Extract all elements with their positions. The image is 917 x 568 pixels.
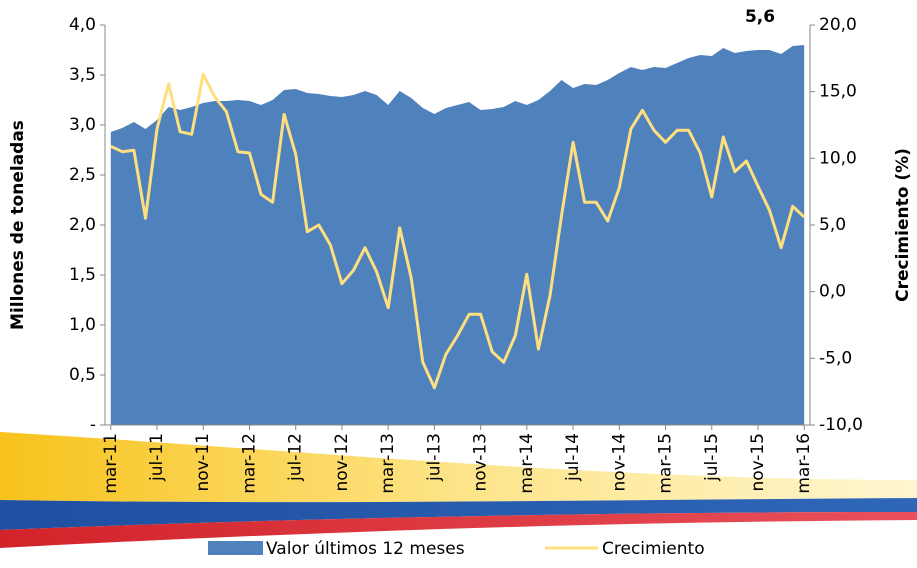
- plot-area: - 0,5 1,0 1,5 2,0 2,5 3,0 3,5 4,0 -10,0 -5,0 0,0 5,0…: [69, 15, 863, 494]
- x-tick-label: mar-14: [517, 433, 537, 494]
- y-tick-label: 1,5: [69, 265, 96, 285]
- x-tick-label: mar-15: [656, 433, 676, 494]
- y-tick-label: 4,0: [69, 15, 96, 35]
- y2-tick-label: -10,0: [819, 415, 863, 435]
- y2-tick-label: 10,0: [819, 148, 857, 168]
- y2-tick-label: 20,0: [819, 15, 857, 35]
- x-tick-label: mar-13: [378, 433, 398, 494]
- y2-axis-title: Crecimiento (%): [893, 148, 913, 302]
- y2-tick-label: 15,0: [819, 82, 857, 102]
- legend: Valor últimos 12 meses Crecimiento: [208, 539, 705, 559]
- y-tick-label: 2,0: [69, 215, 96, 235]
- legend-label: Crecimiento: [602, 539, 705, 559]
- y-tick-label: 0,5: [69, 365, 96, 385]
- x-tick-label: mar-16: [794, 433, 814, 494]
- x-tick-label: jul-15: [702, 433, 722, 482]
- y-tick-label: 1,0: [69, 315, 96, 335]
- x-tick-label: nov-12: [332, 433, 352, 492]
- x-tick-label: jul-14: [563, 433, 583, 482]
- x-tick-label: mar-11: [101, 433, 121, 494]
- y2-tick-label: 0,0: [819, 282, 846, 302]
- legend-swatch: [208, 541, 263, 555]
- legend-label: Valor últimos 12 meses: [266, 539, 465, 559]
- y2-tick-label: -5,0: [819, 348, 852, 368]
- decoration: [0, 432, 917, 548]
- x-tick-label: jul-13: [424, 433, 444, 482]
- x-tick-label: jul-11: [147, 433, 167, 482]
- y-axis-title: Millones de toneladas: [8, 120, 28, 330]
- x-tick-label: nov-15: [748, 433, 768, 492]
- x-tick-label: mar-12: [239, 433, 259, 494]
- y-tick-label: 3,0: [69, 115, 96, 135]
- x-tick-label: nov-13: [471, 433, 491, 492]
- y-tick-label: 2,5: [69, 165, 96, 185]
- x-tick-label: jul-12: [286, 433, 306, 482]
- volume-area: [111, 45, 804, 425]
- y-tick-label: 3,5: [69, 65, 96, 85]
- y2-tick-label: 5,0: [819, 215, 846, 235]
- chart: - 0,5 1,0 1,5 2,0 2,5 3,0 3,5 4,0 -10,0 -5,0 0,0 5,0…: [0, 0, 917, 564]
- annotation: 5,6: [745, 7, 775, 27]
- y-tick-label: -: [90, 415, 96, 435]
- x-tick-label: nov-14: [609, 433, 629, 492]
- x-tick-label: nov-11: [193, 433, 213, 492]
